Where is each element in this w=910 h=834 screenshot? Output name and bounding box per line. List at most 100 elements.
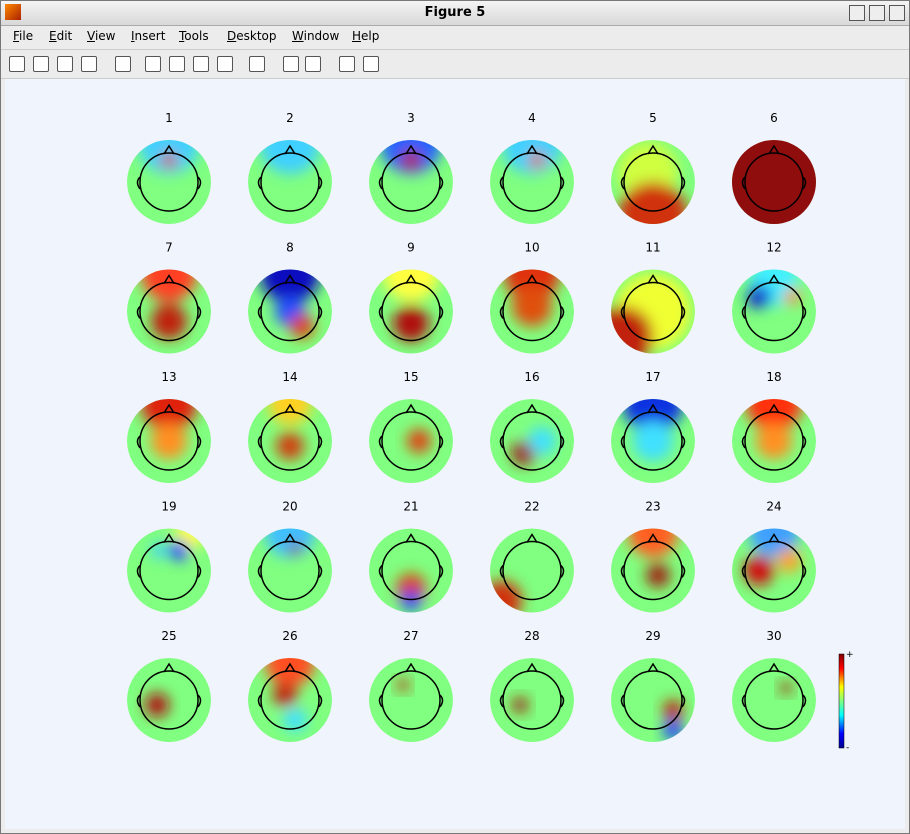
nose [284,662,296,673]
menu-item[interactable]: Window [292,29,340,43]
plot-label: 26 [282,629,297,643]
plot-label: 1 [165,111,173,125]
topo-blob [289,542,301,555]
head-outline [139,281,199,342]
plot-label: 16 [524,370,539,384]
toolbar-button[interactable] [193,56,209,72]
toolbar-button[interactable] [217,56,233,72]
toolbar-button[interactable] [115,56,131,72]
ear [681,694,686,708]
nose [526,274,538,284]
topo-blob [276,432,304,460]
topo-blob [646,563,670,588]
nose [526,662,538,673]
menu-item[interactable]: Tools [179,29,209,43]
maximize-button[interactable] [869,5,885,21]
ear [136,305,141,319]
topo-blob [502,140,562,174]
topo-blob [401,590,421,611]
ear [620,435,625,449]
ear [257,435,262,449]
head-outline [260,152,320,212]
toolbar-button[interactable] [33,56,49,72]
nose [163,533,175,543]
menu-item[interactable]: Help [352,29,380,43]
topo-blob [397,679,409,691]
nose [405,662,417,673]
ear [136,176,141,190]
toolbar-button[interactable] [283,56,299,72]
toolbar-button[interactable] [169,56,185,72]
ear [439,176,444,190]
plot-label: 17 [645,370,660,384]
plot-label: 23 [645,500,660,514]
ear [318,176,323,190]
topo-blob [407,429,431,453]
ear [257,305,262,319]
ear [257,564,262,578]
topo-blobs [141,399,197,459]
ear [318,305,323,319]
menu-item[interactable]: Edit [49,29,73,43]
close-button[interactable] [889,5,905,21]
ear [681,305,686,319]
topo-blobs [512,427,556,465]
toolbar-button[interactable] [339,56,355,72]
topo-blob [401,150,421,170]
nose [284,403,296,414]
toolbar-button[interactable] [363,56,379,72]
topo-blob [512,697,528,713]
topo-blob [151,542,167,559]
minimize-button[interactable] [849,5,865,21]
head-outline [260,411,320,471]
ear [560,435,565,449]
toolbar-button[interactable] [9,56,25,72]
nose [405,274,417,284]
topo-blob [528,427,556,455]
head-outline [744,152,804,212]
head-outline [502,152,562,212]
topo-blobs [502,140,562,174]
head-outline [139,670,199,730]
plot-label: 13 [161,370,176,384]
plot-label: 12 [766,241,781,255]
ear [439,305,444,319]
ear [197,694,202,708]
head-outline [744,540,804,601]
plot-label: 7 [165,241,173,255]
nose [647,144,659,155]
topo-blob [618,182,688,224]
menu-item[interactable]: View [87,29,116,43]
ear [499,564,504,578]
menu-item[interactable]: File [13,29,34,43]
topo-blobs [623,399,683,461]
toolbar-button[interactable] [145,56,161,72]
ear [560,564,565,578]
ear [802,435,807,449]
topo-blob [141,399,197,431]
topo-blob [744,555,774,586]
topo-blobs [512,697,528,713]
ear [499,694,504,708]
menu-item[interactable]: Insert [131,29,166,43]
ear [741,176,746,190]
nose [163,274,175,284]
toolbar-button[interactable] [57,56,73,72]
topo-blobs [407,429,431,453]
topo-blob [161,152,177,168]
ear [741,564,746,578]
ear [378,564,383,578]
toolbar-button[interactable] [81,56,97,72]
ear [802,564,807,578]
nose [647,533,659,543]
topo-blob [151,303,187,340]
ear [378,305,383,319]
ear [620,694,625,708]
toolbar-button[interactable] [305,56,321,72]
toolbar-button[interactable] [249,56,265,72]
ear [681,435,686,449]
topo-blobs [139,140,199,174]
plot-label: 2 [286,111,294,125]
menu-item[interactable]: Desktop [227,29,277,43]
